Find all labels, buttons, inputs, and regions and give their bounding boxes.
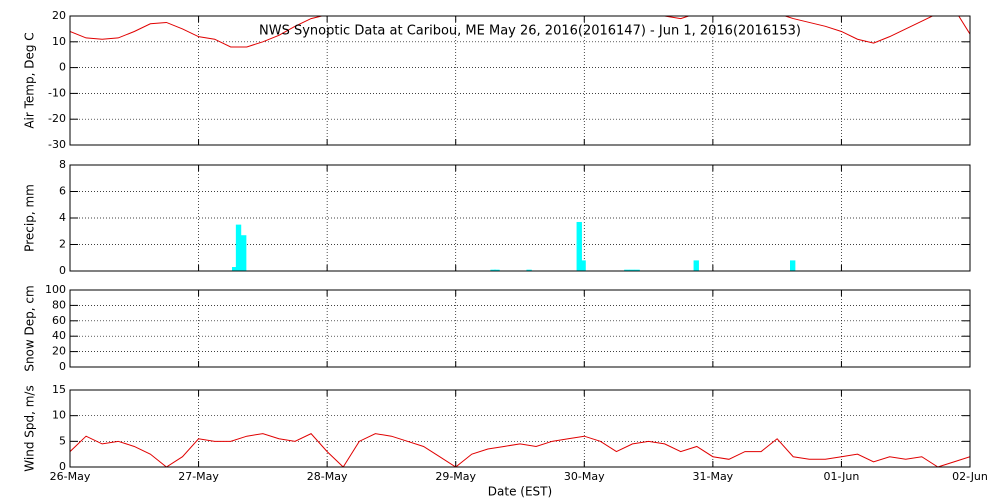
bar — [241, 235, 247, 271]
bar — [232, 267, 238, 271]
y-tick-label: 15 — [52, 383, 66, 396]
y-axis-label: Air Temp, Deg C — [23, 32, 37, 128]
x-tick-label: 01-Jun — [824, 470, 860, 483]
y-tick-label: 100 — [45, 283, 66, 296]
frame — [69, 15, 971, 146]
y-tick-label: 6 — [59, 185, 66, 198]
y-tick-label: 2 — [59, 238, 66, 251]
plot-area — [70, 433, 970, 467]
bar — [576, 221, 582, 271]
bar — [629, 269, 635, 271]
y-tick-label: 5 — [59, 434, 66, 447]
bar — [235, 224, 242, 271]
y-axis-label: Wind Spd, m/s — [23, 385, 37, 471]
bar — [526, 269, 532, 271]
y-tick-label: 10 — [52, 35, 66, 48]
y-tick-label: 10 — [52, 409, 66, 422]
plot-area — [232, 221, 796, 271]
bar — [790, 260, 796, 271]
y-tick-label: 20 — [52, 9, 66, 22]
plot-area — [70, 16, 970, 48]
y-tick-label: 4 — [59, 211, 66, 224]
bar — [624, 269, 630, 271]
x-tick-label: 30-May — [564, 470, 605, 483]
x-tick-label: 31-May — [692, 470, 733, 483]
frame — [69, 289, 971, 368]
x-tick-label: 26-May — [50, 470, 91, 483]
y-tick-label: -20 — [48, 112, 66, 125]
y-tick-label: 0 — [59, 460, 66, 473]
y-tick-label: 60 — [52, 314, 66, 327]
frame — [69, 389, 971, 468]
x-axis-label: Date (EST) — [488, 485, 552, 499]
bar — [494, 269, 500, 271]
y-tick-label: 0 — [59, 264, 66, 277]
bar — [490, 269, 496, 271]
bar — [693, 260, 699, 271]
x-tick-label: 27-May — [178, 470, 219, 483]
x-tick-label: 28-May — [307, 470, 348, 483]
frame — [69, 164, 971, 272]
y-tick-label: 80 — [52, 298, 66, 311]
y-tick-label: -10 — [48, 86, 66, 99]
line — [70, 16, 970, 48]
y-tick-label: 40 — [52, 329, 66, 342]
chart-title: NWS Synoptic Data at Caribou, ME May 26,… — [259, 24, 801, 39]
bar — [580, 260, 586, 271]
x-tick-label: 02-Jun — [952, 470, 988, 483]
y-axis-label: Snow Dep, cm — [23, 285, 37, 371]
y-axis-label: Precip, mm — [23, 184, 37, 252]
y-tick-label: 0 — [59, 61, 66, 74]
x-tick-label: 29-May — [435, 470, 476, 483]
y-tick-label: 20 — [52, 345, 66, 358]
bar — [634, 269, 640, 271]
line — [70, 433, 970, 467]
y-tick-label: 8 — [59, 158, 66, 171]
y-tick-label: 0 — [59, 360, 66, 373]
y-tick-label: -30 — [48, 138, 66, 151]
